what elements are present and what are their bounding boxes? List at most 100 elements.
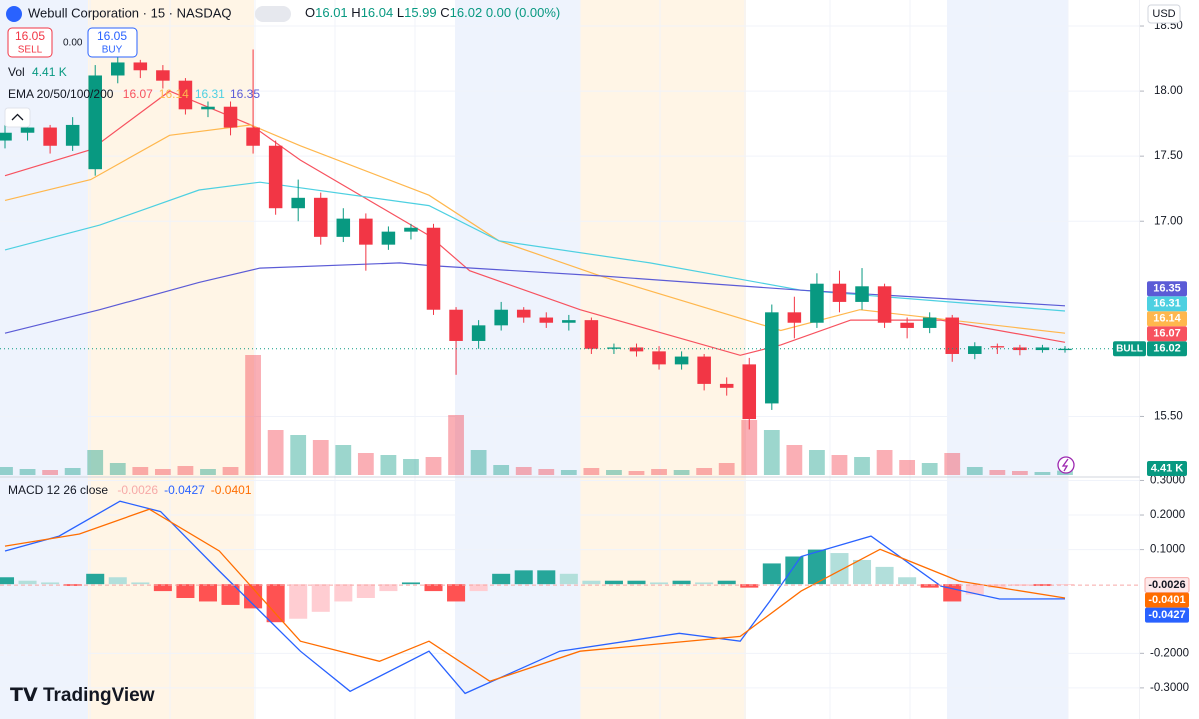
alert-bolt bbox=[1061, 458, 1069, 472]
volume-bar bbox=[763, 430, 780, 475]
ohlc-value: 16.02 bbox=[450, 5, 483, 20]
y-tick-label: 17.50 bbox=[1154, 150, 1183, 162]
ohlc-label: C bbox=[440, 5, 449, 20]
volume-bar bbox=[335, 445, 352, 475]
candle-body bbox=[516, 309, 531, 318]
volume-bar bbox=[966, 467, 983, 475]
volume-label-box bbox=[1147, 461, 1187, 476]
macd-histogram-bar bbox=[0, 577, 15, 585]
y2-tick-label: 0.2000 bbox=[1150, 509, 1185, 521]
ema-legend-value: 16.14 bbox=[159, 87, 189, 101]
currency-button[interactable] bbox=[1147, 4, 1181, 24]
volume-bar bbox=[64, 468, 81, 475]
candle-body bbox=[111, 62, 125, 76]
candle-body bbox=[449, 309, 463, 341]
brand-mark: 𝗧𝗩 bbox=[10, 685, 43, 706]
volume-bar bbox=[606, 470, 622, 475]
volume-bar bbox=[245, 355, 261, 475]
session-band bbox=[455, 0, 580, 719]
volume-bar bbox=[944, 453, 961, 475]
collapse-button[interactable] bbox=[4, 107, 31, 128]
volume-bar bbox=[380, 455, 397, 475]
macd-histogram-bar bbox=[131, 582, 150, 585]
macd-histogram-bar bbox=[334, 584, 353, 602]
volume-bar bbox=[200, 469, 216, 475]
macd-histogram-bar bbox=[176, 584, 195, 598]
macd-legend-label: MACD 12 26 close bbox=[8, 483, 108, 497]
compare-pill[interactable] bbox=[255, 6, 291, 22]
macd-histogram-bar bbox=[198, 584, 217, 602]
collapse-icon bbox=[11, 113, 24, 121]
volume-bar bbox=[470, 450, 487, 475]
plot bbox=[0, 25, 1140, 695]
macd-histogram-bar bbox=[807, 549, 826, 585]
candle-body bbox=[855, 286, 869, 302]
ema-legend-value: 16.07 bbox=[123, 87, 153, 101]
candle-body bbox=[404, 227, 418, 232]
candle-body bbox=[765, 312, 779, 404]
ohlc-legend: O16.01 H16.04 L15.99 C16.02 0.00 (0.00%) bbox=[305, 5, 560, 20]
macd-histogram-bar bbox=[785, 556, 804, 585]
macd-histogram-bar bbox=[717, 580, 736, 585]
volume-bar bbox=[718, 463, 735, 475]
volume-bar bbox=[42, 470, 58, 475]
macd-legend-value: -0.0026 bbox=[117, 483, 158, 497]
volume-bar bbox=[267, 430, 284, 475]
candle-body bbox=[1058, 348, 1072, 351]
volume-label: 4.41 K bbox=[1151, 462, 1183, 474]
volume-bar bbox=[651, 469, 667, 475]
volume-bar bbox=[673, 470, 690, 475]
ema-price-label: 16.07 bbox=[1153, 328, 1181, 340]
alert-icon[interactable] bbox=[1057, 456, 1075, 474]
currency: USD bbox=[1152, 8, 1175, 20]
volume-bar bbox=[696, 468, 713, 475]
candle-body bbox=[990, 346, 1005, 348]
candle-body bbox=[629, 347, 644, 352]
candle-body bbox=[832, 283, 847, 302]
last-price-label-box bbox=[1147, 341, 1187, 357]
ema-price-label-box bbox=[1147, 281, 1187, 297]
macd-histogram-bar bbox=[447, 584, 466, 602]
ema-price-label-box bbox=[1147, 326, 1187, 342]
macd-histogram-bar bbox=[830, 553, 849, 585]
candle-body bbox=[607, 347, 621, 349]
candle-body bbox=[674, 356, 689, 365]
volume-bar bbox=[1034, 472, 1051, 475]
volume-bar bbox=[876, 450, 893, 475]
sell-label: SELL bbox=[18, 45, 43, 56]
ema-legend-value: 16.35 bbox=[230, 87, 260, 101]
macd-histogram-bar bbox=[86, 573, 105, 585]
macd-line bbox=[4, 500, 1066, 695]
macd-histogram-bar bbox=[604, 580, 623, 585]
macd-histogram-bar bbox=[18, 580, 37, 585]
macd-histogram-bar bbox=[627, 580, 646, 585]
macd-histogram-bar bbox=[221, 584, 240, 605]
ema-price-label-box bbox=[1147, 311, 1187, 327]
candle-body bbox=[223, 106, 238, 128]
macd-histogram-bar bbox=[650, 582, 669, 585]
candle-body bbox=[20, 127, 35, 133]
spread: 0.00 bbox=[63, 38, 83, 49]
candle-body bbox=[900, 322, 914, 328]
macd-legend-value: -0.0401 bbox=[211, 483, 252, 497]
sell-button[interactable] bbox=[7, 27, 53, 58]
buy-button[interactable] bbox=[87, 27, 138, 58]
ohlc-label: L bbox=[397, 5, 404, 20]
candle-body bbox=[381, 231, 396, 245]
session-band bbox=[947, 0, 1068, 719]
volume-bar bbox=[921, 463, 938, 475]
candle-body bbox=[787, 312, 802, 323]
symbol-title[interactable]: Webull Corporation · 15 · NASDAQ bbox=[28, 5, 232, 20]
brand-name: TradingView bbox=[43, 685, 155, 706]
ema-line bbox=[4, 181, 1066, 312]
macd-legend: MACD 12 26 close -0.0026 -0.0427 -0.0401 bbox=[8, 483, 252, 497]
macd-price-label-box bbox=[1145, 592, 1189, 608]
volume-bar bbox=[403, 459, 419, 475]
volume-bar bbox=[786, 445, 803, 475]
macd-histogram-bar bbox=[875, 566, 894, 585]
macd-histogram-bar bbox=[108, 577, 127, 585]
ohlc-value: 16.04 bbox=[361, 5, 394, 20]
volume-bar bbox=[177, 466, 194, 475]
brand-logo: 𝗧𝗩 TradingView bbox=[10, 685, 155, 706]
macd-price-label-box bbox=[1145, 607, 1189, 623]
